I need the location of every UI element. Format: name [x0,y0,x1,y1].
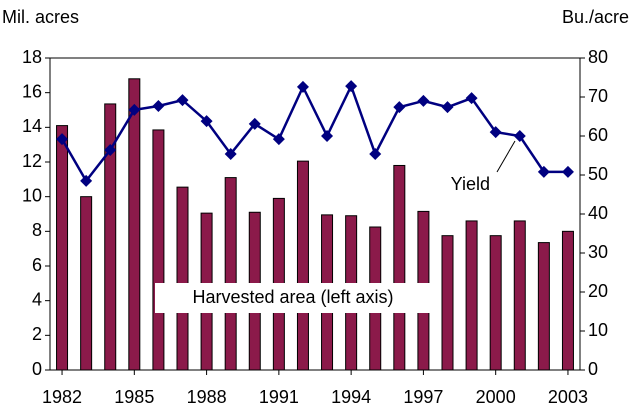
bar [465,220,478,371]
bar [224,177,237,371]
marker [561,165,574,178]
marker [465,92,478,105]
y-tick-label: 2 [32,324,42,344]
bar [176,186,189,371]
y-tick-label: 18 [22,47,42,67]
marker [224,147,237,160]
y2-tick-label: 10 [588,320,608,340]
marker [513,130,526,142]
y2-tick-label: 50 [588,164,608,184]
line [60,82,568,184]
bar [537,242,550,371]
bar [56,125,69,371]
bar [104,103,117,371]
y2-tick-label: 0 [588,359,598,379]
marker [128,103,141,116]
bar [152,129,165,371]
marker [369,147,382,160]
x-tick-label: 1988 [187,387,227,407]
y2-tick-label: 70 [588,86,608,106]
y-tick-label: 10 [22,185,42,205]
annotation: Yield [451,174,490,194]
y2-tick-label: 80 [588,47,608,67]
bar [441,235,454,371]
marker [321,130,334,142]
marker [272,133,285,146]
marker [537,165,550,178]
bar [296,160,309,371]
bar [561,230,574,371]
y-tick-label: 0 [32,359,42,379]
marker [152,99,165,112]
marker [200,115,213,128]
marker [441,101,454,114]
x-tick-label: 2003 [548,387,588,407]
marker [489,126,502,139]
marker [104,144,117,157]
annotation-box [155,283,431,313]
x-tick-label: 1997 [403,387,443,407]
x-tick-label: 1994 [331,387,371,407]
bar [80,196,93,371]
y-tick-label: 4 [32,289,42,309]
marker [296,80,309,93]
y2-tick-label: 40 [588,203,608,223]
marker [417,94,430,107]
marker [176,94,189,107]
marker [345,80,358,93]
marker [80,174,93,187]
marker [393,101,406,114]
marker [56,133,69,146]
y-tick-label: 6 [32,255,42,275]
marker [248,117,261,130]
bar [128,78,141,371]
y-tick-label: 8 [32,220,42,240]
x-tick-label: 1991 [259,387,299,407]
bar [393,164,406,371]
y2-axis-label: Bu./acre [562,7,629,27]
x-tick-label: 1982 [42,387,82,407]
annotation: Harvested area (left axis) [192,287,393,307]
bar [513,220,526,371]
annotation-leader [496,140,516,173]
y2-tick-label: 20 [588,281,608,301]
y-axis-label: Mil. acres [2,7,79,27]
y-tick-label: 14 [22,116,42,136]
bar [489,235,502,371]
y2-tick-label: 60 [588,125,608,145]
x-tick-label: 1985 [114,387,154,407]
y2-tick-label: 30 [588,242,608,262]
y-tick-label: 12 [22,151,42,171]
x-tick-label: 2000 [476,387,516,407]
y-tick-label: 16 [22,81,42,101]
